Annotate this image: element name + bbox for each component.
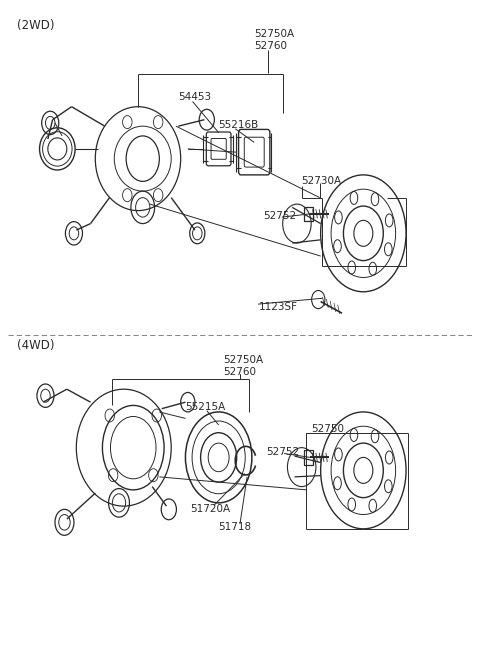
Text: 52730A: 52730A (301, 176, 342, 187)
Text: 52750A: 52750A (254, 29, 294, 39)
Text: (4WD): (4WD) (17, 339, 55, 352)
Text: 52752: 52752 (263, 211, 296, 221)
Text: 51720A: 51720A (190, 504, 230, 514)
Text: 52752: 52752 (266, 447, 299, 457)
Text: 52750: 52750 (311, 424, 344, 434)
Text: 1123SF: 1123SF (259, 302, 298, 312)
Text: (2WD): (2WD) (17, 19, 55, 32)
Text: 55215A: 55215A (185, 402, 226, 412)
Text: 52760: 52760 (254, 41, 287, 51)
Text: 55216B: 55216B (219, 120, 259, 130)
Text: 54453: 54453 (179, 92, 212, 102)
Text: 51718: 51718 (219, 522, 252, 532)
Text: 52760: 52760 (223, 367, 256, 377)
Text: 52750A: 52750A (223, 355, 264, 365)
